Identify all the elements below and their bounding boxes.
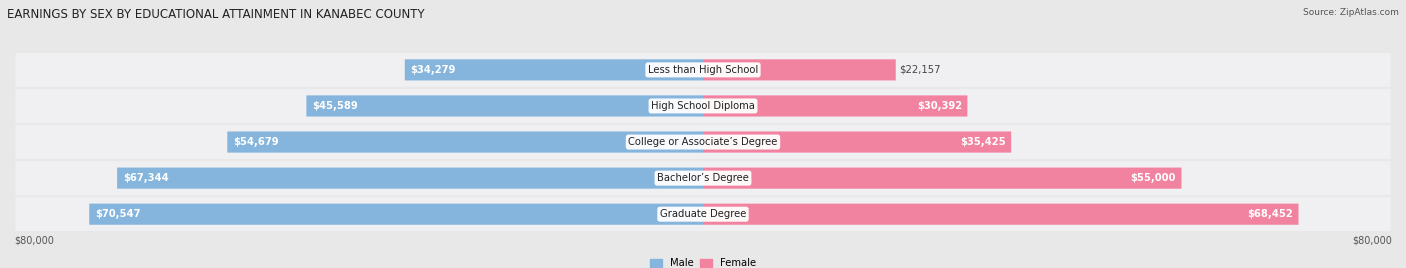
FancyBboxPatch shape bbox=[703, 59, 896, 80]
FancyBboxPatch shape bbox=[307, 95, 703, 117]
Text: $22,157: $22,157 bbox=[900, 65, 941, 75]
FancyBboxPatch shape bbox=[405, 59, 703, 80]
FancyBboxPatch shape bbox=[15, 125, 1391, 159]
Text: $45,589: $45,589 bbox=[312, 101, 357, 111]
FancyBboxPatch shape bbox=[15, 89, 1391, 123]
Text: $68,452: $68,452 bbox=[1247, 209, 1294, 219]
Text: Bachelor’s Degree: Bachelor’s Degree bbox=[657, 173, 749, 183]
FancyBboxPatch shape bbox=[703, 204, 1299, 225]
FancyBboxPatch shape bbox=[703, 132, 1011, 152]
FancyBboxPatch shape bbox=[228, 132, 703, 152]
Text: $80,000: $80,000 bbox=[14, 235, 53, 245]
Text: $67,344: $67,344 bbox=[122, 173, 169, 183]
Text: College or Associate’s Degree: College or Associate’s Degree bbox=[628, 137, 778, 147]
Text: Less than High School: Less than High School bbox=[648, 65, 758, 75]
Text: $34,279: $34,279 bbox=[411, 65, 456, 75]
Text: $70,547: $70,547 bbox=[94, 209, 141, 219]
FancyBboxPatch shape bbox=[89, 204, 703, 225]
FancyBboxPatch shape bbox=[703, 168, 1181, 189]
FancyBboxPatch shape bbox=[703, 95, 967, 117]
Text: $30,392: $30,392 bbox=[917, 101, 962, 111]
Text: Graduate Degree: Graduate Degree bbox=[659, 209, 747, 219]
Text: $80,000: $80,000 bbox=[1353, 235, 1392, 245]
FancyBboxPatch shape bbox=[15, 161, 1391, 195]
FancyBboxPatch shape bbox=[117, 168, 703, 189]
Text: $35,425: $35,425 bbox=[960, 137, 1005, 147]
Text: $54,679: $54,679 bbox=[233, 137, 278, 147]
FancyBboxPatch shape bbox=[15, 197, 1391, 231]
FancyBboxPatch shape bbox=[15, 53, 1391, 87]
Text: Source: ZipAtlas.com: Source: ZipAtlas.com bbox=[1303, 8, 1399, 17]
Text: EARNINGS BY SEX BY EDUCATIONAL ATTAINMENT IN KANABEC COUNTY: EARNINGS BY SEX BY EDUCATIONAL ATTAINMEN… bbox=[7, 8, 425, 21]
Text: $55,000: $55,000 bbox=[1130, 173, 1175, 183]
Legend: Male, Female: Male, Female bbox=[647, 254, 759, 268]
Text: High School Diploma: High School Diploma bbox=[651, 101, 755, 111]
